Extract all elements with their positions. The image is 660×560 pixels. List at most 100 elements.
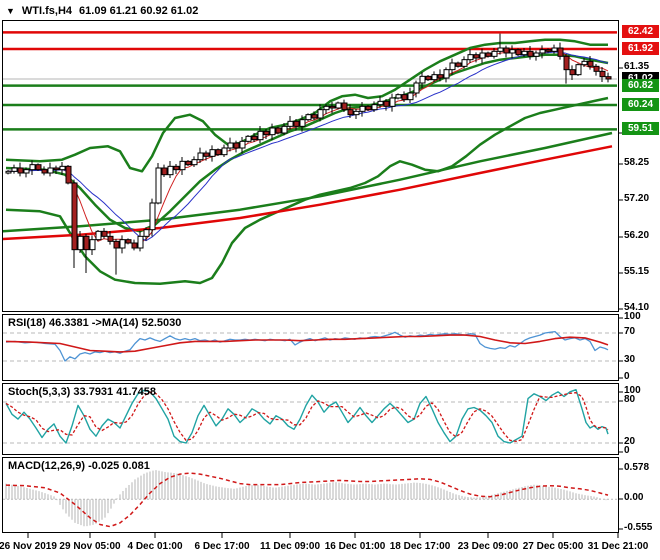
bear-candle (347, 109, 354, 116)
bull-candle (11, 167, 18, 172)
ma-long-green-line (3, 131, 613, 233)
bull-candle (221, 147, 228, 156)
date-label: 31 Dec 21:00 (587, 541, 649, 552)
bear-candle (383, 100, 390, 107)
rsi-ma-line (5, 334, 609, 353)
symbol-dropdown-icon[interactable]: ▼ (6, 6, 15, 16)
date-label: 6 Dec 17:00 (194, 541, 250, 552)
price-tick-label: 56.20 (624, 230, 650, 241)
bear-candle (503, 47, 510, 54)
bear-candle (161, 167, 168, 176)
bear-candle (527, 50, 534, 57)
bear-candle (563, 55, 570, 71)
bear-candle (107, 235, 114, 242)
bull-candle (47, 167, 54, 174)
rsi-indicator-label: RSI(18) 46.3381 ->MA(14) 52.5030 (8, 317, 182, 329)
price-badge-green: 59.51 (622, 122, 659, 136)
bull-candle (239, 140, 246, 149)
stoch-indicator-label: Stoch(5,3,3) 33.7931 41.7458 (8, 386, 156, 398)
bollinger-middle-line (5, 53, 609, 233)
bull-candle (269, 127, 276, 136)
bull-candle (431, 74, 438, 81)
bull-candle (149, 202, 156, 231)
chart-title-bar: ▼ WTI.fs,H4 61.09 61.21 60.92 61.02 (6, 3, 198, 19)
symbol-period-label: WTI.fs,H4 (21, 5, 73, 17)
stoch-tick-label: 80 (624, 394, 636, 405)
bull-candle (77, 235, 84, 251)
bear-candle (341, 102, 348, 111)
bull-candle (389, 97, 396, 107)
bear-candle (425, 75, 432, 81)
price-badge-red: 62.42 (622, 25, 659, 39)
bull-candle (359, 105, 366, 112)
bollinger-lower-line (5, 96, 609, 285)
stoch-k-line (5, 389, 609, 444)
bull-candle (323, 105, 330, 111)
bear-candle (605, 76, 612, 80)
bull-candle (23, 169, 30, 174)
bull-candle (335, 102, 342, 109)
bear-candle (53, 167, 60, 171)
bull-candle (179, 160, 186, 171)
bear-candle (473, 54, 480, 59)
date-label: 23 Dec 09:00 (457, 541, 519, 552)
bull-candle (395, 94, 402, 99)
date-label: 16 Dec 01:00 (324, 541, 386, 552)
rsi-pane (2, 314, 619, 381)
bear-candle (569, 69, 576, 76)
price-tick-label: 58.25 (624, 157, 650, 168)
price-badge-green: 60.24 (622, 98, 659, 111)
bull-candle (209, 149, 216, 157)
macd-indicator-label: MACD(12,26,9) -0.025 0.081 (8, 460, 150, 472)
bull-candle (575, 64, 582, 76)
bear-candle (311, 114, 318, 119)
bull-candle (59, 165, 66, 171)
bear-candle (557, 47, 564, 57)
bear-candle (263, 130, 270, 136)
bear-candle (365, 105, 372, 111)
rsi-tick-label: 70 (624, 326, 636, 337)
bull-candle (581, 60, 588, 66)
bear-candle (101, 230, 108, 237)
bear-candle (185, 160, 192, 166)
bull-candle (281, 125, 288, 134)
bear-candle (293, 120, 300, 127)
bull-candle (167, 165, 174, 176)
bull-candle (509, 49, 516, 54)
ma-slow-line (7, 51, 609, 242)
date-label: 11 Dec 09:00 (259, 541, 321, 552)
bull-candle (5, 170, 12, 174)
bull-candle (305, 114, 312, 121)
bear-candle (587, 60, 594, 67)
bear-candle (71, 182, 78, 251)
bear-candle (455, 62, 462, 67)
bull-candle (191, 159, 198, 166)
bull-candle (317, 109, 324, 119)
bull-candle (533, 52, 540, 57)
bear-candle (113, 240, 120, 249)
bull-candle (551, 47, 558, 52)
bull-candle (95, 230, 102, 241)
bear-candle (215, 149, 222, 156)
bull-candle (29, 164, 36, 171)
macd-signal-line (5, 472, 609, 528)
rsi-tick-label: 100 (624, 311, 641, 322)
bear-candle (593, 65, 600, 72)
bear-candle (329, 105, 336, 109)
macd-tick-label: 0.578 (624, 462, 650, 473)
price-badge-red: 61.92 (622, 42, 659, 55)
bull-candle (245, 135, 252, 142)
price-badge-green: 60.82 (622, 78, 659, 92)
bear-candle (401, 94, 408, 101)
bull-candle (497, 47, 504, 52)
bull-candle (137, 235, 144, 249)
main-pane-plot[interactable] (2, 31, 617, 285)
bear-candle (545, 49, 552, 52)
date-label: 27 Dec 05:00 (522, 541, 584, 552)
price-tick-label: 57.20 (624, 193, 650, 204)
bull-candle (479, 52, 486, 59)
macd-tick-label: -0.555 (624, 522, 653, 533)
bull-candle (413, 82, 420, 94)
